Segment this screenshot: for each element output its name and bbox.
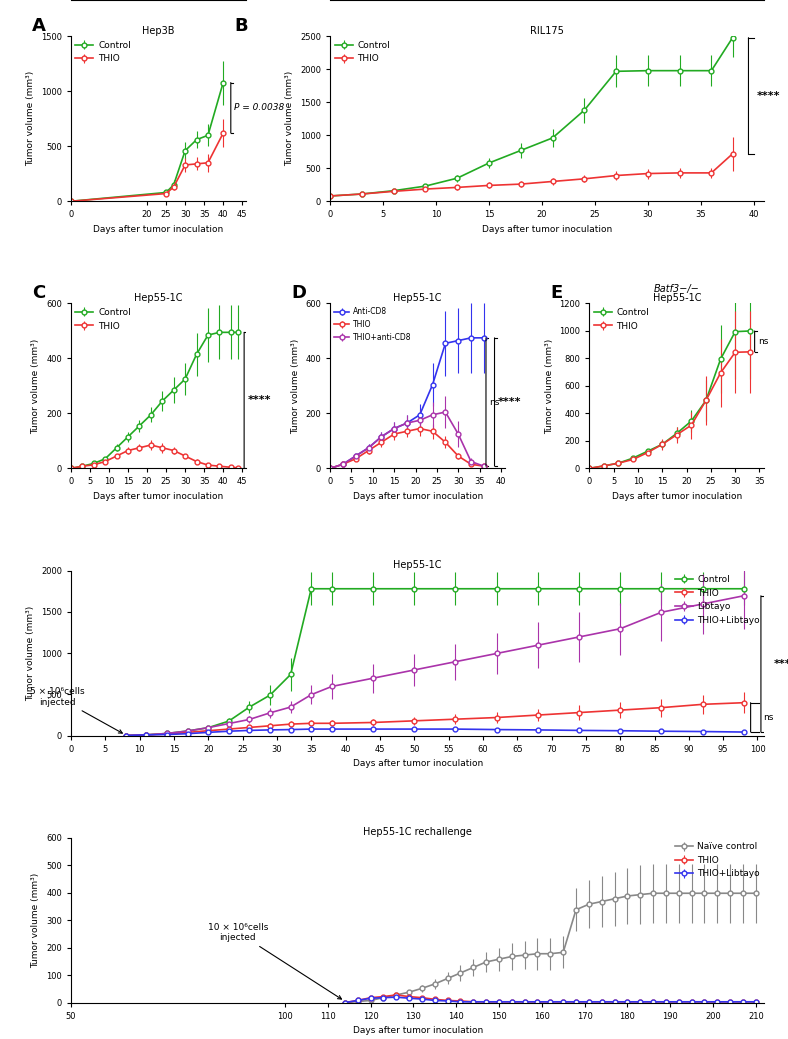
Text: ns: ns [758,337,768,346]
Legend: Naïve control, THIO, THIO+Libtayo: Naïve control, THIO, THIO+Libtayo [675,843,760,878]
Text: A: A [32,17,46,34]
Legend: Control, THIO: Control, THIO [594,308,649,330]
Title: Hep55-1C rechallenge: Hep55-1C rechallenge [363,827,472,837]
Title: Hep55-1C: Hep55-1C [134,293,183,302]
X-axis label: Days after tumor inoculation: Days after tumor inoculation [93,224,224,234]
X-axis label: Days after tumor inoculation: Days after tumor inoculation [352,492,483,501]
Text: ****: **** [498,397,521,407]
Y-axis label: Tumor volume (mm³): Tumor volume (mm³) [26,72,35,166]
Text: Batf3−/−: Batf3−/− [654,284,700,294]
Text: 10 × 10⁶cells
injected: 10 × 10⁶cells injected [208,923,341,1000]
Text: 5 × 10⁶cells
injected: 5 × 10⁶cells injected [30,687,122,734]
Y-axis label: Tumor volume (mm³): Tumor volume (mm³) [545,339,554,433]
Text: ****: **** [773,659,788,669]
Y-axis label: Tumor volume (mm³): Tumor volume (mm³) [285,72,295,166]
Text: E: E [551,284,563,301]
Y-axis label: Tumor volume (mm³): Tumor volume (mm³) [32,873,40,967]
Y-axis label: Tumor volume (mm³): Tumor volume (mm³) [291,339,299,433]
Legend: Control, THIO: Control, THIO [76,308,131,330]
Title: RIL175: RIL175 [530,26,564,35]
X-axis label: Days after tumor inoculation: Days after tumor inoculation [352,1027,483,1035]
Legend: Control, THIO, Libtayo, THIO+Libtayo: Control, THIO, Libtayo, THIO+Libtayo [675,576,760,624]
Text: ns: ns [489,398,500,406]
Y-axis label: Tumor volume (mm³): Tumor volume (mm³) [32,339,40,433]
Text: ****: **** [247,395,271,405]
Text: D: D [292,284,307,301]
Title: Hep3B: Hep3B [142,26,175,35]
Text: ****: **** [756,90,780,101]
Text: ns: ns [763,713,774,722]
Title: Hep55-1C: Hep55-1C [652,293,701,302]
Legend: Control, THIO: Control, THIO [76,41,131,63]
Text: C: C [32,284,46,301]
Text: P = 0.0038: P = 0.0038 [234,103,284,112]
X-axis label: Days after tumor inoculation: Days after tumor inoculation [611,492,742,501]
Title: Hep55-1C: Hep55-1C [393,560,442,569]
Title: Hep55-1C: Hep55-1C [393,293,442,302]
Text: B: B [235,17,248,34]
Legend: Control, THIO: Control, THIO [335,41,390,63]
X-axis label: Days after tumor inoculation: Days after tumor inoculation [93,492,224,501]
X-axis label: Days after tumor inoculation: Days after tumor inoculation [482,224,612,234]
Legend: Anti-CD8, THIO, THIO+anti-CD8: Anti-CD8, THIO, THIO+anti-CD8 [334,308,411,342]
Y-axis label: Tumor volume (mm³): Tumor volume (mm³) [26,606,35,700]
X-axis label: Days after tumor inoculation: Days after tumor inoculation [352,760,483,768]
